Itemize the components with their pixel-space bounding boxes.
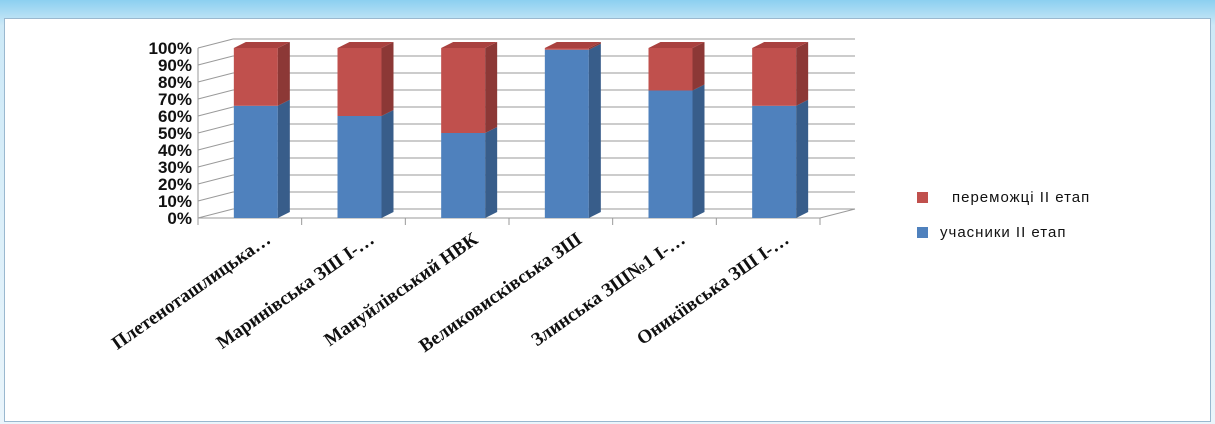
bar-segment bbox=[545, 48, 589, 50]
bar-segment bbox=[441, 133, 485, 218]
bar-segment bbox=[234, 48, 278, 106]
bar-segment-side bbox=[382, 42, 394, 116]
chart-area: 0% 10% 20% 30% 40% 50% 60% 70% 80% 90% 100% Плетено… bbox=[4, 18, 1211, 422]
bar-segment bbox=[649, 91, 693, 219]
legend-label: учасники ІІ етап bbox=[940, 224, 1066, 241]
bar-segment-side bbox=[693, 42, 705, 91]
y-tick-label: 80% bbox=[158, 73, 192, 92]
y-tick-label: 40% bbox=[158, 141, 192, 160]
gridline-side bbox=[198, 175, 233, 184]
bar-segment-side bbox=[589, 44, 601, 218]
bar-segment bbox=[752, 48, 796, 106]
gridline-side bbox=[198, 124, 233, 133]
y-tick-label: 100% bbox=[149, 39, 192, 58]
gridline-side bbox=[198, 39, 233, 48]
bar-segment bbox=[234, 106, 278, 218]
bar-segment bbox=[752, 106, 796, 218]
bar-segment bbox=[545, 50, 589, 218]
gridline-side bbox=[198, 209, 233, 218]
bar-segment-side bbox=[693, 85, 705, 219]
y-tick-label: 0% bbox=[167, 209, 192, 228]
gridline-side bbox=[198, 90, 233, 99]
gridline-side bbox=[198, 141, 233, 150]
y-tick-label: 30% bbox=[158, 158, 192, 177]
legend-swatch bbox=[917, 192, 928, 203]
legend-label: переможці ІІ етап bbox=[952, 189, 1090, 206]
bar-segment bbox=[338, 116, 382, 218]
bar-segment bbox=[441, 48, 485, 133]
y-tick-label: 70% bbox=[158, 90, 192, 109]
y-tick-label: 90% bbox=[158, 56, 192, 75]
bar-segment bbox=[649, 48, 693, 91]
gridline-side bbox=[198, 192, 233, 201]
stacked-bar-chart: 0%10%20%30%40%50%60%70%80%90%100%Плетено… bbox=[5, 19, 1210, 421]
legend-swatch bbox=[917, 227, 928, 238]
y-tick-label: 60% bbox=[158, 107, 192, 126]
gridline-side bbox=[198, 73, 233, 82]
bar-segment-side bbox=[485, 127, 497, 218]
gridline-side bbox=[198, 158, 233, 167]
bar-segment-side bbox=[796, 42, 808, 106]
floor-edge bbox=[820, 209, 855, 218]
bar-segment-side bbox=[796, 100, 808, 218]
y-tick-label: 20% bbox=[158, 175, 192, 194]
bar-segment-side bbox=[485, 42, 497, 133]
gridline-side bbox=[198, 56, 233, 65]
y-tick-label: 50% bbox=[158, 124, 192, 143]
gridline-side bbox=[198, 107, 233, 116]
y-tick-label: 10% bbox=[158, 192, 192, 211]
bar-segment bbox=[338, 48, 382, 116]
bar-segment-side bbox=[278, 42, 290, 106]
bar-segment-side bbox=[382, 110, 394, 218]
bar-segment-side bbox=[278, 100, 290, 218]
